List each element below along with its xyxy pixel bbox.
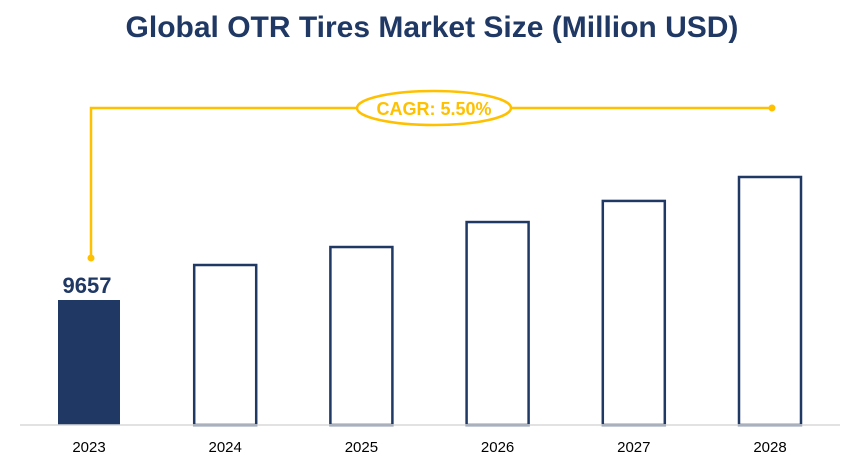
bar-2027 <box>601 199 667 427</box>
x-tick-label-2023: 2023 <box>72 439 105 456</box>
x-tick-label-2024: 2024 <box>209 439 242 456</box>
x-tick-label-2027: 2027 <box>617 439 650 456</box>
data-label-2023: 9657 <box>63 273 112 298</box>
x-tick-label-2025: 2025 <box>345 439 378 456</box>
chart-title: Global OTR Tires Market Size (Million US… <box>126 11 739 44</box>
bar-2025 <box>329 245 394 427</box>
x-tick-label-2028: 2028 <box>753 439 786 456</box>
bar-2023 <box>58 300 120 425</box>
cagr-start-dot <box>87 254 95 262</box>
cagr-label: CAGR: 5.50% <box>376 99 491 119</box>
cagr-end-dot <box>768 104 776 112</box>
bar-2028 <box>737 175 803 427</box>
cagr-connector-line <box>89 106 357 258</box>
bar-2024 <box>192 263 258 427</box>
bar-2026 <box>465 220 530 427</box>
cagr-ellipse <box>355 89 513 127</box>
cagr-annotation: CAGR: 5.50% <box>87 89 776 262</box>
x-tick-label-2026: 2026 <box>481 439 514 456</box>
